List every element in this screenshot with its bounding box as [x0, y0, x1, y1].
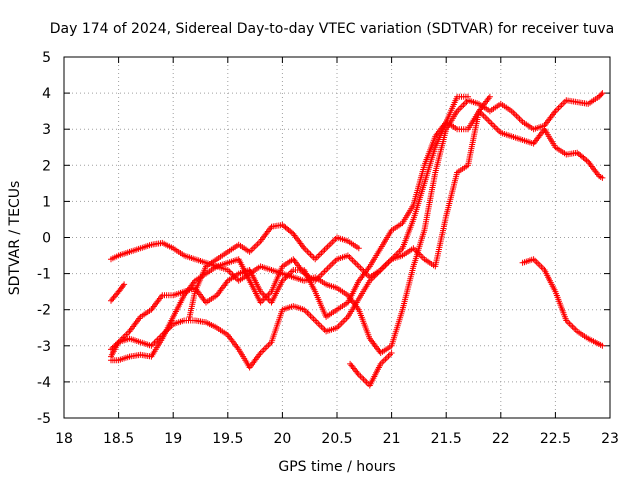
y-tick-labels: -5 -4 -3 -2 -1 0 1 2 3 4 5 — [37, 50, 51, 427]
series-track1 — [108, 90, 606, 356]
series-track2 — [108, 108, 606, 371]
x-axis-label: GPS time / hours — [278, 459, 395, 475]
y-tick-label: -4 — [37, 375, 51, 391]
x-tick-label: 19.5 — [212, 431, 243, 447]
data-point-marker — [599, 174, 606, 181]
x-tick-label: 22.5 — [540, 431, 571, 447]
data-point-marker — [262, 293, 269, 300]
x-tick-label: 21 — [383, 431, 401, 447]
y-tick-label: 0 — [42, 231, 51, 247]
x-tick-label: 20.5 — [321, 431, 352, 447]
data-point-marker — [599, 90, 606, 97]
y-tick-label: -3 — [37, 339, 51, 355]
y-axis-label: SDTVAR / TECUs — [7, 181, 23, 296]
series-track3 — [108, 93, 493, 364]
y-tick-label: 3 — [42, 122, 51, 138]
x-tick-label: 21.5 — [431, 431, 462, 447]
y-tick-label: -2 — [37, 303, 51, 319]
y-tick-label: 2 — [42, 158, 51, 174]
data-point-marker — [352, 260, 359, 267]
chart-title: Day 174 of 2024, Sidereal Day-to-day VTE… — [50, 21, 614, 37]
data-point-marker — [465, 93, 471, 100]
series-track7 — [347, 350, 395, 389]
data-point-marker — [388, 350, 395, 356]
y-tick-label: 5 — [42, 50, 51, 66]
y-tick-label: 4 — [42, 86, 51, 102]
data-point-marker — [327, 240, 334, 247]
y-tick-label: 1 — [42, 194, 51, 210]
data-markers — [108, 90, 606, 389]
y-tick-label: -1 — [37, 267, 51, 283]
y-tick-label: -5 — [37, 411, 51, 427]
x-tick-label: 18.5 — [103, 431, 134, 447]
x-tick-labels: 18 18.5 19 19.5 20 20.5 21 21.5 22 22.5 23 — [55, 431, 619, 447]
data-point-marker — [121, 281, 128, 288]
axis-ticks — [63, 56, 611, 419]
series-track4 — [108, 93, 471, 360]
data-point-marker — [510, 109, 517, 116]
series-track8 — [519, 256, 606, 349]
series-track5 — [186, 221, 362, 320]
data-point-marker — [109, 296, 116, 303]
series-track6 — [108, 281, 128, 304]
x-tick-label: 23 — [601, 431, 619, 447]
x-tick-label: 19 — [164, 431, 182, 447]
data-point-marker — [355, 245, 362, 252]
data-point-marker — [486, 93, 493, 100]
x-tick-label: 20 — [273, 431, 291, 447]
x-tick-label: 22 — [492, 431, 510, 447]
data-point-marker — [599, 342, 606, 349]
x-tick-label: 18 — [55, 431, 73, 447]
data-point-marker — [598, 91, 605, 98]
